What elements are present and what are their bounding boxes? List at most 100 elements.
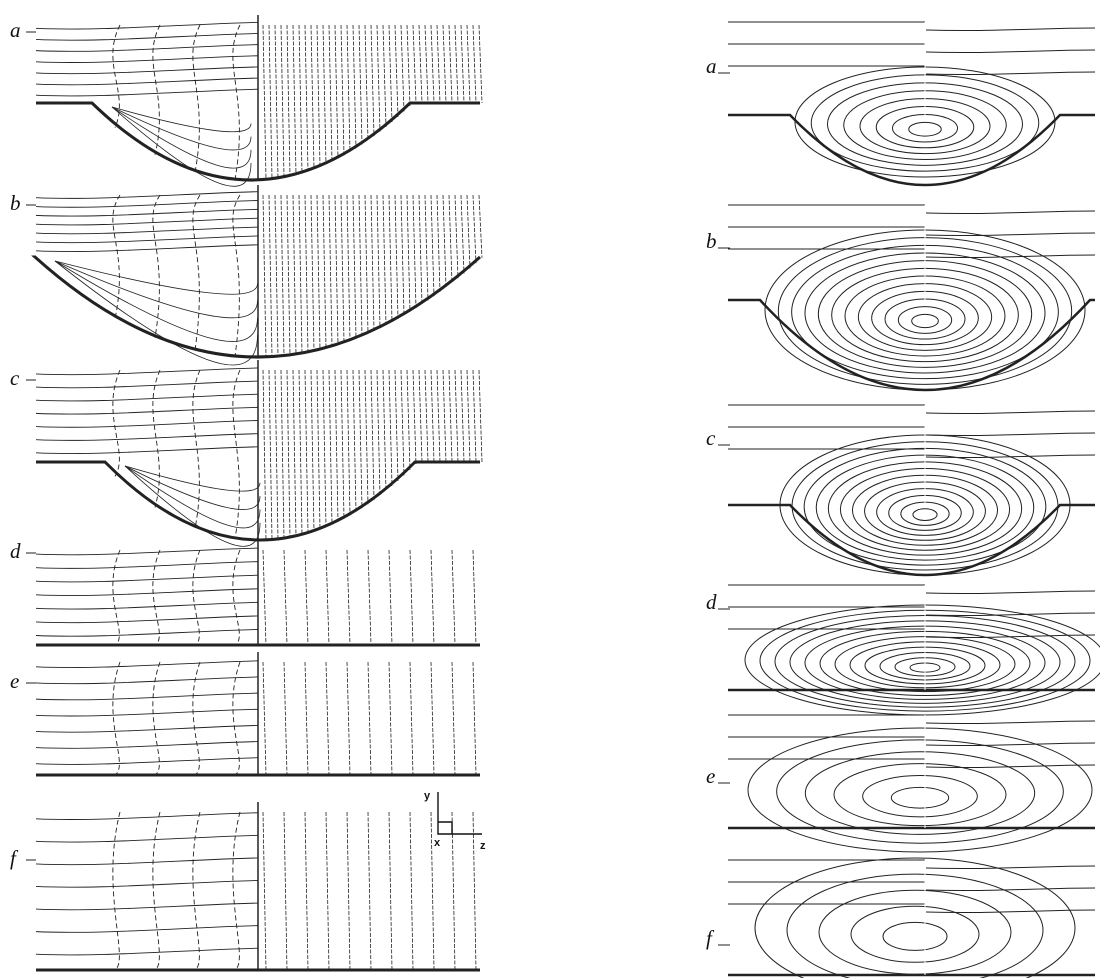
cavity-streamline [112,107,251,132]
velocity-vectors [443,370,446,462]
streamline [728,629,1095,638]
velocity-vectors [368,550,371,645]
streamline [36,67,258,74]
velocity-vectors [359,195,362,336]
velocity-vectors [323,195,326,348]
streamline [36,903,258,910]
streamline [36,858,258,865]
contour [863,776,978,817]
cavity-streamline [55,261,258,365]
dashed-contour [233,550,240,645]
panel-label: d [10,539,21,563]
streamline [728,227,1095,236]
velocity-vectors [311,195,314,351]
velocity-vectors [425,25,428,103]
velocity-vectors [365,25,368,140]
velocity-vectors [452,662,455,775]
velocity-vectors [425,370,428,462]
velocity-vectors [305,195,308,352]
inset-axis-label-y: y [424,790,431,802]
velocity-vectors [284,812,287,970]
velocity-vectors [455,370,458,462]
streamline [36,742,258,749]
panel-label: b [706,229,717,253]
velocity-vectors [413,370,416,464]
streamline [36,45,258,52]
velocity-vectors [323,25,326,164]
velocity-vectors [461,370,464,462]
velocity-vectors [467,195,470,268]
streamline [36,22,258,29]
velocity-vectors [479,370,482,462]
inset-axis-label-z: z [480,840,486,852]
velocity-vectors [287,370,290,538]
streamline [36,201,258,208]
velocity-vectors [479,25,482,103]
velocity-vectors [449,195,452,283]
streamline [36,209,258,216]
streamline [728,44,1095,53]
streamline [36,407,258,414]
streamline [728,715,1095,724]
dashed-contour [193,195,200,350]
streamline [728,904,1095,913]
figure: y x z abcdefabcdef [0,0,1100,978]
contour [909,122,942,136]
streamline [728,585,1095,594]
panel-label: d [706,590,717,614]
streamline [36,218,258,225]
velocity-vectors [407,195,410,312]
velocity-vectors [305,662,308,775]
velocity-vectors [347,370,350,515]
velocity-vectors [473,25,476,103]
dashed-contour [153,662,160,775]
velocity-vectors [419,25,422,103]
velocity-vectors [452,550,455,645]
velocity-vectors [263,370,266,540]
velocity-vectors [275,25,278,178]
streamline [36,575,258,582]
velocity-vectors [359,370,362,508]
contour [893,114,958,142]
velocity-vectors [455,195,458,278]
dashed-contour [193,812,200,970]
velocity-vectors [443,195,446,287]
velocity-vectors [401,195,404,315]
streamline [36,56,258,63]
streamline [36,693,258,700]
velocity-vectors [479,195,482,258]
velocity-vectors [383,25,386,127]
panel-label: e [10,669,19,693]
velocity-vectors [395,25,398,117]
velocity-vectors [425,195,428,300]
velocity-vectors [311,25,314,169]
dashed-contour [153,370,160,508]
velocity-vectors [341,25,344,155]
streamline [36,880,258,887]
dashed-contour [113,370,120,476]
velocity-vectors [461,195,464,273]
streamline [36,227,258,234]
contour [883,922,947,950]
streamline [728,607,1095,616]
wall [728,300,1095,390]
streamline [36,725,258,732]
dashed-contour [113,25,120,128]
velocity-vectors [368,662,371,775]
velocity-vectors [353,195,356,339]
velocity-vectors [431,195,434,296]
streamline [36,948,258,955]
page: {"left_panels": {"labels": ["a", "b", "c… [0,0,1100,978]
velocity-vectors [329,370,332,525]
velocity-vectors [329,195,332,347]
velocity-vectors [383,370,386,491]
velocity-vectors [389,812,392,970]
contour [898,307,951,334]
velocity-vectors [455,25,458,103]
velocity-vectors [449,25,452,103]
streamline [36,548,258,555]
streamline [36,394,258,401]
velocity-vectors [317,25,320,167]
velocity-vectors [431,25,434,103]
cavity-streamline [112,107,251,186]
